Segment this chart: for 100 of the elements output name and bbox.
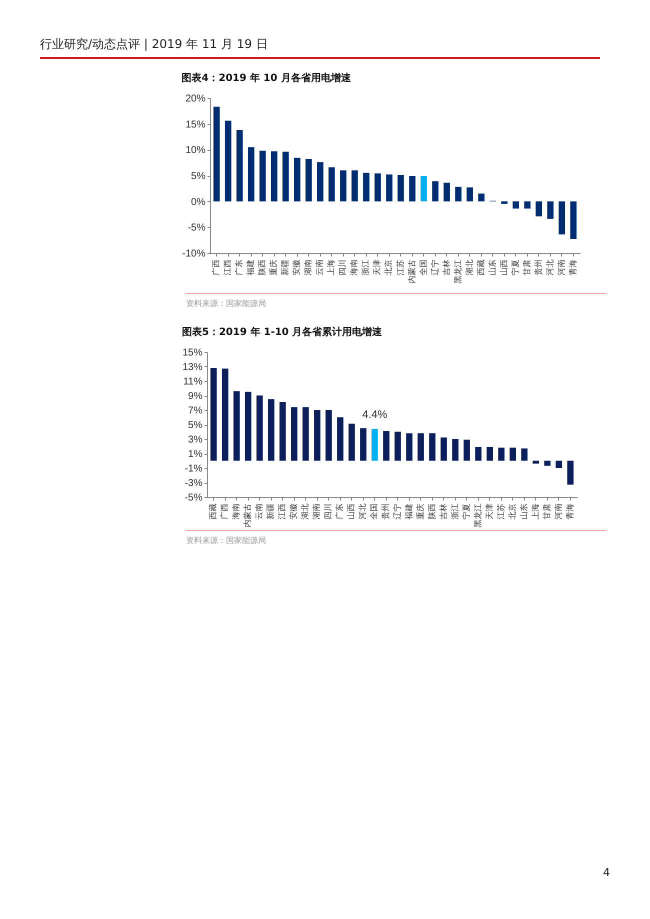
x-tick-label: 北京 [384,260,394,276]
chart-title: 图表4：2019 年 10 月各省用电增速 [182,72,352,84]
bar [224,120,232,202]
text: 资料来源：国家能源局 [186,530,606,546]
bar [363,172,370,202]
chart-title: 图表5：2019 年 1-10 月各省累计用电增速 [182,326,384,338]
x-tick-label: 重庆 [416,504,425,520]
bar [374,173,381,202]
bar [213,106,220,202]
bar [429,433,436,461]
x-tick-label: 青海 [568,260,578,276]
y-tick-label: 13% [182,362,203,373]
y-tick-label: 0% [191,196,206,208]
x-tick-label: 海南 [350,260,359,276]
bar [314,410,320,461]
bar [498,448,504,461]
bar [475,446,482,461]
x-tick-label: 安徽 [289,504,298,520]
bar [291,407,298,461]
bar [406,433,412,461]
text: 资料来源：国家能源局 [186,293,606,309]
x-tick-label: 天津 [484,504,494,520]
bar [544,460,551,466]
x-tick-label: 新疆 [266,504,276,520]
bar [570,201,577,240]
y-tick-label: -10% [182,248,206,260]
bar [233,391,240,461]
x-tick-label: 青海 [565,504,574,520]
x-tick-label: 湖南 [304,260,313,276]
text: 4 [603,866,610,879]
bar [420,176,427,202]
x-tick-label: 山西 [499,260,508,276]
x-tick-label: 湖南 [312,504,322,520]
text: 行业研究/动态点评 | 2019 年 11 月 19 日 [40,36,600,59]
bar [398,174,404,202]
y-tick-label: -5% [188,222,206,234]
bar [302,407,309,461]
x-tick-label: 山东 [519,504,528,520]
x-tick-label: 贵州 [381,504,390,520]
bar [352,170,358,202]
x-tick-label: 湖北 [464,260,474,276]
x-tick-label: 重庆 [269,260,278,276]
x-tick-label: 宁夏 [462,504,471,520]
x-tick-label: 内蒙古 [243,504,252,528]
x-tick-label: 上海 [530,504,540,520]
y-tick-label: 15% [182,348,203,358]
bar [440,438,447,461]
bar [222,368,228,461]
bar [432,181,438,202]
x-tick-label: 四川 [338,260,348,276]
y-tick-label: 7% [188,406,203,416]
bar [409,176,416,202]
bar [386,174,392,202]
bar [547,201,554,219]
y-tick-label: -3% [184,478,203,489]
bar [444,182,450,202]
bar [558,201,566,234]
bar [464,440,470,461]
x-tick-label: 陕西 [427,504,436,520]
bar [268,399,274,461]
y-tick-label: 1% [188,449,203,460]
x-tick-label: 江苏 [396,260,405,276]
bar [337,417,344,461]
bar [236,130,243,202]
bar [418,433,424,461]
bar [340,170,346,202]
bar [306,158,312,202]
y-tick-label: 5% [188,420,203,431]
x-tick-label: 河南 [554,504,563,520]
y-tick-label: -5% [184,492,203,504]
x-tick-label: 贵州 [534,260,543,276]
x-tick-label: 广西 [212,260,221,276]
bar [486,446,493,461]
bar [360,428,366,461]
x-tick-label: 云南 [315,260,324,276]
bar [452,439,458,461]
bar [348,424,355,461]
x-tick-label: 上海 [326,260,336,276]
x-tick-label: 新疆 [280,260,290,276]
x-tick-label: 陕西 [258,260,267,276]
x-tick-label: 浙江 [361,260,370,276]
x-tick-label: 安徽 [292,260,302,276]
y-tick-label: 5% [191,171,206,182]
bar [383,431,390,461]
x-tick-label: 吉林 [438,504,448,520]
x-tick-label: 西藏 [208,504,218,520]
y-tick-label: 3% [188,434,203,446]
bar [326,410,332,461]
x-tick-label: 江苏 [496,504,506,520]
bar [282,152,289,202]
y-tick-label: -1% [184,464,203,474]
x-tick-label: 内蒙古 [407,260,416,284]
bar [280,402,286,461]
bar [478,194,484,202]
x-tick-label: 四川 [324,504,333,520]
bar [501,201,508,204]
bar [256,396,263,461]
bar [259,150,266,202]
x-tick-label: 宁夏 [510,260,520,276]
bar [244,392,252,461]
